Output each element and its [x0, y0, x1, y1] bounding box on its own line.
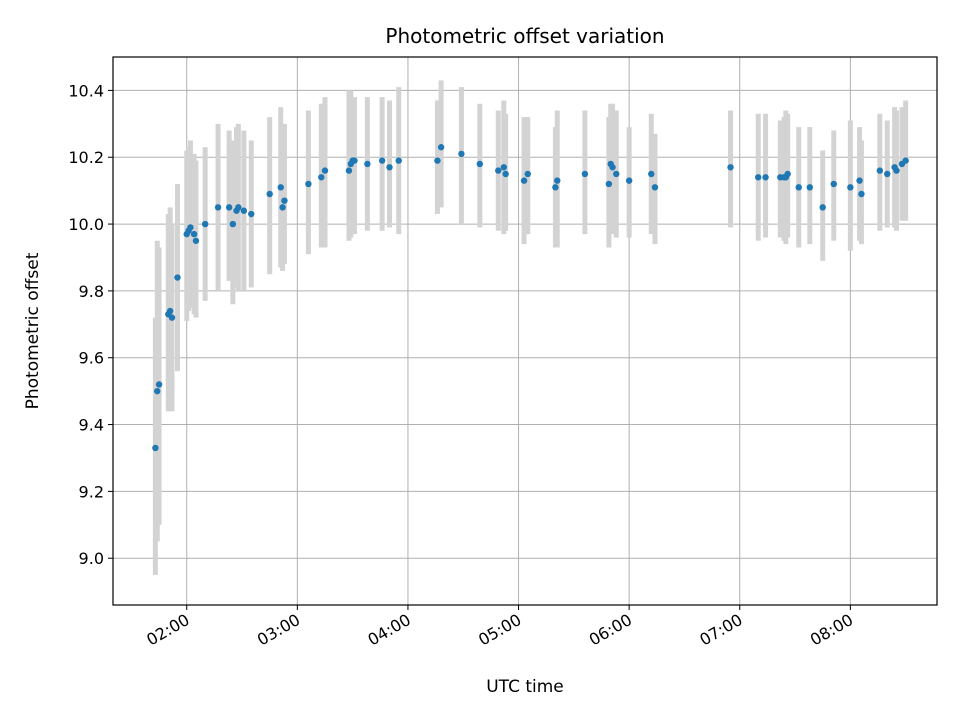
data-point	[168, 314, 176, 321]
data-points	[152, 144, 909, 452]
data-point	[524, 170, 531, 178]
data-point	[229, 220, 237, 228]
data-point	[248, 210, 255, 218]
data-point	[856, 177, 863, 184]
data-point	[754, 174, 762, 181]
data-point	[378, 157, 386, 164]
data-point	[858, 190, 865, 198]
data-point	[495, 167, 502, 174]
data-point	[581, 170, 589, 178]
y-tick-label: 10.0	[68, 215, 104, 234]
data-point	[476, 160, 484, 168]
y-tick-label: 9.4	[79, 416, 104, 435]
data-point	[214, 204, 222, 211]
data-point	[520, 177, 528, 184]
data-point	[201, 220, 209, 228]
data-point	[190, 230, 198, 238]
data-point	[154, 387, 161, 395]
data-point	[155, 381, 163, 388]
data-point	[192, 237, 200, 244]
data-point	[166, 307, 174, 315]
data-point	[345, 167, 353, 174]
data-point	[609, 164, 616, 171]
data-point	[351, 157, 358, 164]
data-point	[876, 167, 884, 174]
y-tick-label: 9.6	[79, 349, 104, 368]
data-point	[266, 190, 273, 198]
x-axis-label: UTC time	[486, 677, 564, 697]
data-point	[554, 177, 561, 184]
data-point	[500, 164, 508, 171]
data-point	[762, 174, 769, 181]
data-point	[235, 204, 242, 211]
data-point	[502, 170, 509, 178]
data-point	[240, 207, 248, 214]
data-point	[884, 170, 891, 178]
data-point	[648, 170, 655, 178]
data-point	[386, 164, 393, 171]
data-point	[806, 184, 814, 191]
data-point	[605, 180, 613, 188]
data-point	[434, 157, 441, 164]
data-point	[318, 174, 325, 181]
data-point	[847, 184, 854, 191]
data-point	[364, 160, 371, 168]
data-point	[784, 170, 791, 178]
y-axis-label: Photometric offset	[23, 252, 43, 409]
data-point	[795, 184, 802, 191]
data-point	[277, 184, 284, 191]
data-point	[281, 197, 288, 204]
y-axis: 9.0 9.2 9.4 9.6 9.8 10.0 10.2 10.4	[68, 81, 113, 568]
data-point	[830, 180, 837, 188]
data-point	[152, 444, 159, 452]
y-tick-label: 10.4	[68, 81, 104, 100]
data-point	[819, 204, 826, 211]
data-point	[893, 167, 900, 174]
data-point	[225, 204, 233, 211]
y-tick-label: 9.2	[79, 482, 104, 501]
data-point	[458, 150, 465, 158]
data-point	[395, 157, 402, 164]
data-point	[625, 177, 633, 184]
data-point	[552, 184, 559, 191]
data-point	[321, 167, 329, 174]
data-point	[613, 170, 620, 178]
data-point	[305, 180, 312, 188]
y-tick-label: 9.8	[79, 282, 104, 301]
y-tick-label: 9.0	[79, 549, 104, 568]
data-point	[727, 164, 734, 171]
data-point	[279, 204, 286, 211]
y-tick-label: 10.2	[68, 148, 104, 167]
data-point	[651, 184, 659, 191]
data-point	[187, 224, 194, 231]
plot-frame	[112, 56, 938, 606]
data-point	[174, 274, 181, 281]
data-point	[902, 157, 909, 164]
chart-title: Photometric offset variation	[385, 24, 664, 48]
data-point	[437, 144, 445, 151]
